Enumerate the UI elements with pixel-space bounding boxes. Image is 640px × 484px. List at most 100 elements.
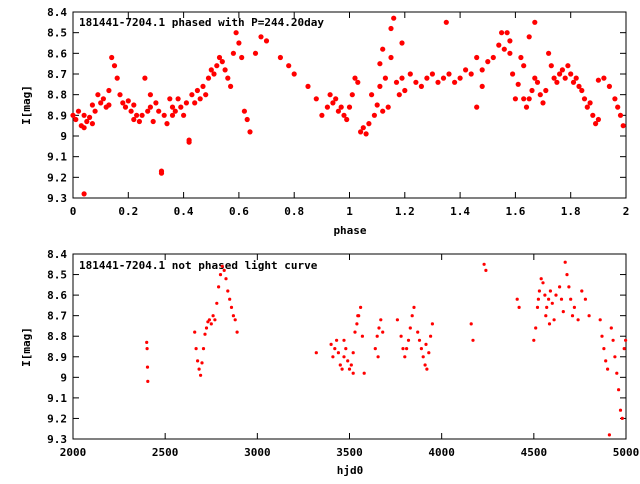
- data-point: [319, 112, 325, 118]
- data-point: [504, 30, 510, 36]
- data-point: [552, 318, 556, 322]
- data-point: [200, 361, 204, 365]
- data-point: [145, 365, 150, 369]
- data-point: [557, 71, 563, 77]
- x-tick-label: 2000: [60, 446, 87, 459]
- data-point: [359, 305, 363, 309]
- data-point: [391, 15, 397, 21]
- data-point: [333, 96, 339, 102]
- data-point: [539, 277, 543, 281]
- data-point: [353, 330, 357, 334]
- data-point: [214, 63, 220, 69]
- x-tick-label: 0.6: [229, 205, 249, 218]
- data-point: [335, 108, 341, 114]
- data-point: [89, 102, 95, 108]
- data-point: [405, 347, 409, 351]
- data-point: [618, 408, 623, 412]
- data-point: [229, 305, 234, 309]
- data-point: [521, 96, 527, 102]
- x-tick-label: 0.4: [174, 205, 194, 218]
- data-point: [402, 87, 408, 94]
- data-point: [169, 112, 176, 118]
- data-point: [427, 351, 431, 355]
- data-point: [543, 293, 547, 297]
- data-point: [429, 334, 433, 338]
- data-point: [209, 322, 213, 326]
- data-point: [222, 268, 226, 272]
- y-tick-label: 8.7: [47, 68, 67, 81]
- data-point: [430, 322, 434, 326]
- data-point: [393, 79, 400, 85]
- data-point: [567, 285, 571, 289]
- data-point: [106, 102, 112, 108]
- y-tick-label: 9.1: [47, 151, 67, 164]
- y-tick-label: 8.4: [47, 6, 67, 19]
- data-point: [356, 314, 360, 318]
- data-point: [351, 371, 355, 375]
- data-point: [125, 98, 131, 104]
- data-point: [194, 87, 200, 94]
- data-point: [192, 100, 198, 106]
- data-point: [215, 301, 219, 305]
- data-point: [222, 67, 228, 73]
- data-point: [406, 338, 411, 342]
- data-point: [463, 67, 469, 73]
- x-tick-label: 0.8: [284, 205, 304, 218]
- data-point: [100, 96, 106, 102]
- y-tick-label: 9: [60, 371, 67, 384]
- data-point: [529, 87, 535, 94]
- data-point: [532, 338, 536, 342]
- data-point: [199, 373, 203, 377]
- data-point: [507, 50, 513, 56]
- data-point: [620, 123, 626, 129]
- data-point: [413, 79, 419, 85]
- data-point: [421, 355, 425, 359]
- data-point: [156, 108, 162, 114]
- data-point: [570, 79, 577, 85]
- data-point: [536, 297, 541, 301]
- data-point: [235, 330, 239, 334]
- y-axis-label: I[mag]: [20, 327, 33, 367]
- data-point: [286, 63, 292, 69]
- data-point: [517, 305, 521, 309]
- data-point: [189, 92, 195, 98]
- data-point: [193, 330, 197, 334]
- data-point: [233, 318, 237, 322]
- data-point: [375, 334, 379, 338]
- x-tick-label: 3000: [244, 446, 271, 459]
- data-point: [203, 332, 207, 336]
- data-point: [377, 61, 383, 67]
- data-point: [581, 96, 588, 102]
- data-point: [620, 416, 624, 420]
- data-point: [547, 297, 551, 301]
- data-point: [424, 342, 428, 346]
- data-point: [474, 54, 480, 61]
- y-tick-label: 8.6: [47, 289, 67, 302]
- data-point: [183, 100, 189, 106]
- data-point: [220, 264, 224, 268]
- data-point: [598, 318, 602, 322]
- data-point: [164, 121, 170, 127]
- axis-ticks: 0 0.2 0.4 0.6 0.8 1 1.2 1.4 1.6 1.8 2 8.4 8.5 8.6 8.7 8…: [47, 6, 629, 218]
- data-point: [349, 92, 355, 98]
- data-point: [145, 340, 149, 344]
- data-point: [543, 87, 549, 94]
- data-point: [587, 100, 593, 106]
- data-point: [92, 108, 98, 114]
- data-point: [600, 334, 604, 338]
- data-points: [145, 260, 628, 437]
- data-point: [194, 347, 198, 351]
- y-tick-label: 8.5: [47, 269, 67, 282]
- data-point: [496, 42, 502, 48]
- data-point: [554, 293, 558, 297]
- data-point: [75, 108, 82, 114]
- data-point: [537, 289, 542, 293]
- data-point: [89, 121, 95, 127]
- data-point: [291, 71, 297, 77]
- x-tick-label: 1.8: [561, 205, 581, 218]
- data-point: [252, 50, 259, 56]
- data-point: [247, 129, 253, 135]
- data-point: [602, 347, 606, 351]
